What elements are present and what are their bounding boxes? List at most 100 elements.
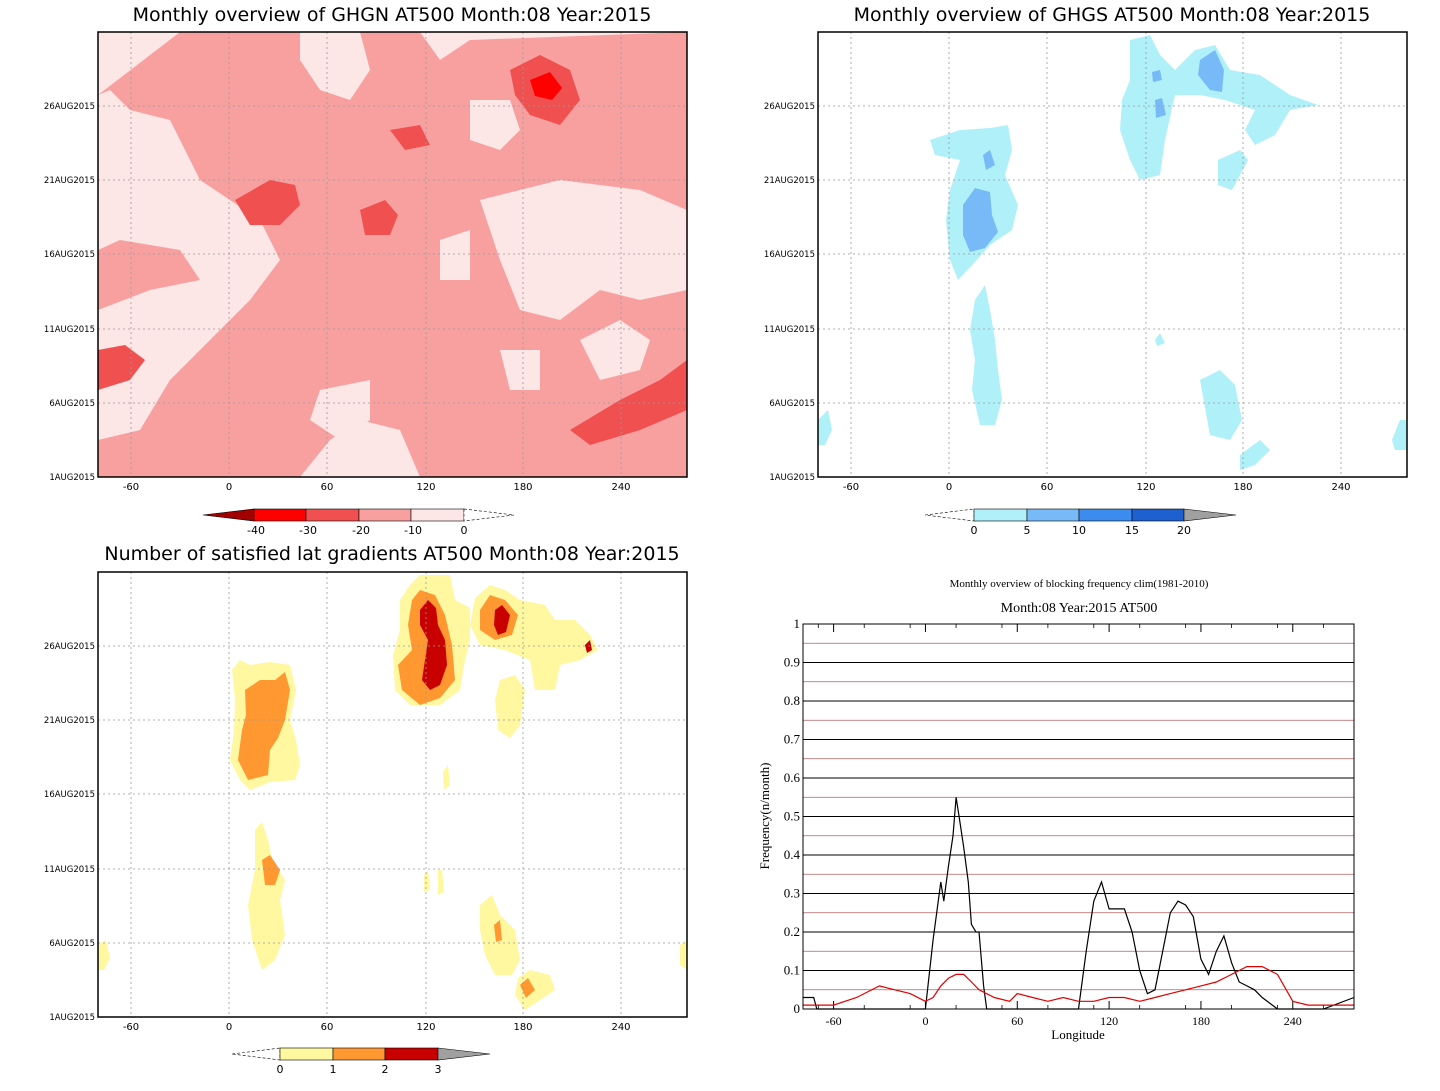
lat-xtick: 0 [226, 1022, 232, 1033]
ghgn-xtick: 240 [611, 482, 630, 493]
ghgn-panel: Monthly overview of GHGN AT500 Month:08 … [44, 4, 688, 537]
ghgn-colorbar-swatch [305, 508, 360, 522]
lat-colorbar-swatch [231, 1047, 281, 1061]
lat-xtick: 120 [416, 1022, 435, 1033]
ghgs-ytick: 1AUG2015 [769, 473, 815, 483]
lat-colorbar-label: 0 [277, 1063, 284, 1076]
frequency-chart-subtitle: Month:08 Year:2015 AT500 [1001, 601, 1158, 616]
ghgn-xtick: 0 [226, 482, 232, 493]
ghgn-plot-frame [97, 31, 688, 478]
lat-gradients-y-ticks: 1AUG2015 6AUG2015 11AUG2015 16AUG2015 21… [44, 642, 95, 1023]
ghgn-ytick: 16AUG2015 [44, 250, 95, 260]
frequency-ytick: 0.1 [784, 963, 800, 978]
lat-gradients-plot-frame [97, 571, 688, 1018]
ghgn-x-ticks: -60 0 60 120 180 240 [123, 482, 631, 493]
ghgn-colorbar: -40 -30 -20 -10 0 [202, 508, 515, 537]
lat-ytick: 16AUG2015 [44, 790, 95, 800]
ghgs-colorbar: 0 5 10 15 20 [924, 508, 1237, 537]
ghgn-level-minus30-region [530, 72, 562, 100]
ghgs-colorbar-label: 10 [1072, 524, 1086, 537]
frequency-ytick: 1 [794, 616, 801, 631]
lat-gradients-panel: Number of satisfied lat gradients AT500 … [44, 543, 688, 1076]
ghgn-level-minus20-region [98, 55, 687, 445]
ghgn-colorbar-swatch [253, 508, 307, 522]
lat-xtick: 240 [611, 1022, 630, 1033]
lat-xtick: 60 [321, 1022, 334, 1033]
ghgs-colorbar-label: 15 [1125, 524, 1139, 537]
frequency-x-ticks: -60 0 60 120 180 240 [817, 624, 1324, 1028]
lat-gradients-x-ticks: -60 0 60 120 180 240 [123, 1022, 631, 1033]
frequency-xtick: -60 [826, 1014, 842, 1028]
lat-colorbar-swatch [279, 1047, 334, 1061]
lat-colorbar-label: 1 [330, 1063, 337, 1076]
ghgs-ytick: 26AUG2015 [764, 102, 815, 112]
ghgn-gridlines [98, 32, 687, 477]
ghgn-ytick: 1AUG2015 [49, 473, 95, 483]
frequency-series [803, 797, 1355, 1010]
ghgs-xtick: 120 [1136, 482, 1155, 493]
ghgs-colorbar-label: 0 [971, 524, 978, 537]
ghgs-colorbar-swatch [1131, 508, 1185, 522]
lat-colorbar-swatch [437, 1047, 491, 1061]
lat-xtick: 180 [513, 1022, 532, 1033]
ghgn-colorbar-label: -10 [404, 524, 422, 537]
ghgs-gridlines [818, 32, 1407, 477]
ghgs-colorbar-swatch [1026, 508, 1080, 522]
lat-ytick: 1AUG2015 [49, 1013, 95, 1023]
ghgs-ytick: 11AUG2015 [764, 325, 815, 335]
ghgn-ytick: 21AUG2015 [44, 176, 95, 186]
ghgn-colorbar-swatch [202, 508, 255, 522]
frequency-ytick: 0.4 [784, 847, 801, 862]
ghgn-title: Monthly overview of GHGN AT500 Month:08 … [133, 4, 652, 26]
lat-level-0-region [98, 575, 687, 1010]
ghgn-y-ticks: 1AUG2015 6AUG2015 11AUG2015 16AUG2015 21… [44, 102, 95, 483]
ghgs-colorbar-swatch [973, 508, 1028, 522]
frequency-series-line-black [803, 797, 1355, 1010]
frequency-x-label: Longitude [1051, 1027, 1105, 1042]
ghgn-ytick: 26AUG2015 [44, 102, 95, 112]
ghgs-xtick: 180 [1233, 482, 1252, 493]
ghgs-colorbar-label: 5 [1024, 524, 1031, 537]
ghgs-panel: Monthly overview of GHGS AT500 Month:08 … [764, 4, 1408, 537]
ghgs-colorbar-swatch [924, 508, 975, 522]
ghgs-colorbar-swatch [1078, 508, 1133, 522]
lat-colorbar-swatch [332, 1047, 386, 1061]
lat-xtick: -60 [123, 1022, 139, 1033]
ghgs-ytick: 16AUG2015 [764, 250, 815, 260]
lat-ytick: 6AUG2015 [49, 939, 95, 949]
ghgn-contour-field [98, 32, 687, 477]
ghgs-colorbar-swatch [1183, 508, 1237, 522]
ghgn-colorbar-swatch [358, 508, 412, 522]
frequency-chart-title: Monthly overview of blocking frequency c… [950, 578, 1209, 590]
frequency-ytick: 0 [794, 1001, 801, 1016]
ghgs-xtick: 240 [1331, 482, 1350, 493]
frequency-y-label: Frequency(n/month) [757, 763, 772, 870]
frequency-gridlines [803, 623, 1354, 1010]
frequency-xtick: 240 [1284, 1014, 1302, 1028]
ghgs-colorbar-label: 20 [1177, 524, 1191, 537]
ghgn-xtick: 60 [321, 482, 334, 493]
frequency-ytick: 0.3 [784, 886, 800, 901]
ghgs-x-ticks: -60 0 60 120 180 240 [843, 482, 1351, 493]
frequency-ytick: 0.8 [784, 693, 800, 708]
lat-gradients-colorbar: 0 1 2 3 [231, 1047, 491, 1076]
lat-gradients-title: Number of satisfied lat gradients AT500 … [104, 543, 679, 565]
ghgn-colorbar-swatch [410, 508, 465, 522]
frequency-xtick: 60 [1011, 1014, 1023, 1028]
ghgn-ytick: 11AUG2015 [44, 325, 95, 335]
lat-ytick: 11AUG2015 [44, 865, 95, 875]
ghgs-contour-field [818, 32, 1407, 477]
lat-level-2-region [420, 600, 592, 690]
frequency-xtick: 120 [1100, 1014, 1118, 1028]
ghgn-colorbar-label: -20 [352, 524, 370, 537]
frequency-y-ticks: 0 0.1 0.2 0.3 0.4 0.5 0.6 0.7 0.8 0.9 1 [784, 616, 801, 1016]
ghgn-xtick: 120 [416, 482, 435, 493]
ghgs-y-ticks: 1AUG2015 6AUG2015 11AUG2015 16AUG2015 21… [764, 102, 815, 483]
frequency-xtick: 0 [922, 1014, 928, 1028]
ghgs-level-0-region [818, 35, 1407, 470]
lat-gradients-contour-field [98, 572, 687, 1017]
ghgn-colorbar-label: -30 [299, 524, 317, 537]
frequency-ytick: 0.7 [784, 732, 801, 747]
ghgs-title: Monthly overview of GHGS AT500 Month:08 … [854, 4, 1371, 26]
